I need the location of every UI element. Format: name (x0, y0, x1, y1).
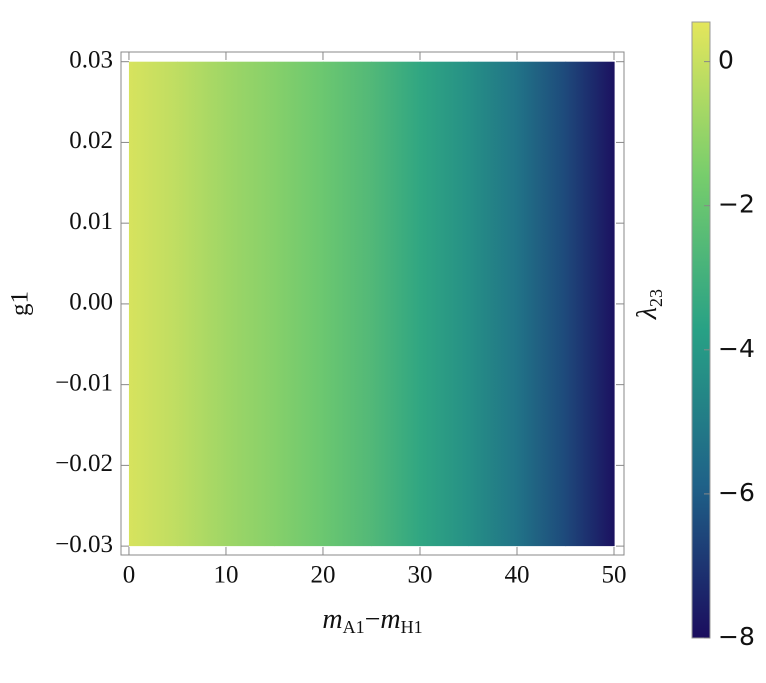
colorbar-tick-label: −4 (718, 334, 755, 363)
y-tick-label: 0.03 (69, 46, 113, 73)
x-tick-label: 50 (602, 562, 627, 589)
x-tick-label: 0 (123, 562, 136, 589)
y-tick-label: −0.03 (55, 531, 113, 558)
density-strip (565, 61, 615, 547)
x-label-part: m (322, 604, 342, 635)
colorbar: −8 −6 −4 −2 0 λ23 (632, 21, 755, 651)
colorbar-tick-label: −6 (718, 478, 755, 507)
x-label-part: − (365, 604, 381, 635)
x-label-part: A1 (343, 617, 365, 637)
colorbar-label-symbol: λ (632, 307, 663, 320)
plot: 0 10 20 30 40 50 −0.03 −0.02 −0.01 0.00 0.01 0.02 0.… (7, 46, 627, 637)
x-axis-label: mA1−mH1 (322, 604, 422, 637)
density-strip (322, 61, 373, 547)
x-tick-label: 10 (213, 562, 238, 589)
colorbar-label-sub: 23 (646, 289, 666, 307)
y-tick-label: 0.01 (69, 208, 113, 235)
y-tick-label: −0.01 (55, 369, 113, 396)
density-strip (225, 61, 276, 547)
x-label-part: H1 (401, 617, 423, 637)
x-label-part: m (380, 604, 400, 635)
colorbar-bar (691, 21, 711, 639)
colorbar-tick-label: 0 (718, 46, 734, 75)
colorbar-tick-label: −2 (718, 190, 755, 219)
y-tick-label: 0.02 (69, 127, 113, 154)
density-strip (128, 61, 179, 547)
density-strip (177, 61, 227, 547)
density-strip (516, 61, 567, 547)
y-tick-label: −0.02 (55, 450, 113, 477)
density-strip (274, 61, 324, 547)
density-strip (371, 61, 421, 547)
y-tick-label: 0.00 (69, 289, 113, 316)
colorbar-label: λ23 (632, 289, 666, 320)
x-tick-label: 30 (407, 562, 432, 589)
x-tick-label: 20 (310, 562, 335, 589)
colorbar-tick-label: −8 (718, 622, 755, 651)
density-strip (468, 61, 518, 547)
y-axis-label: g1 (7, 291, 34, 316)
x-tick-label: 40 (504, 562, 529, 589)
density-strip (419, 61, 470, 547)
